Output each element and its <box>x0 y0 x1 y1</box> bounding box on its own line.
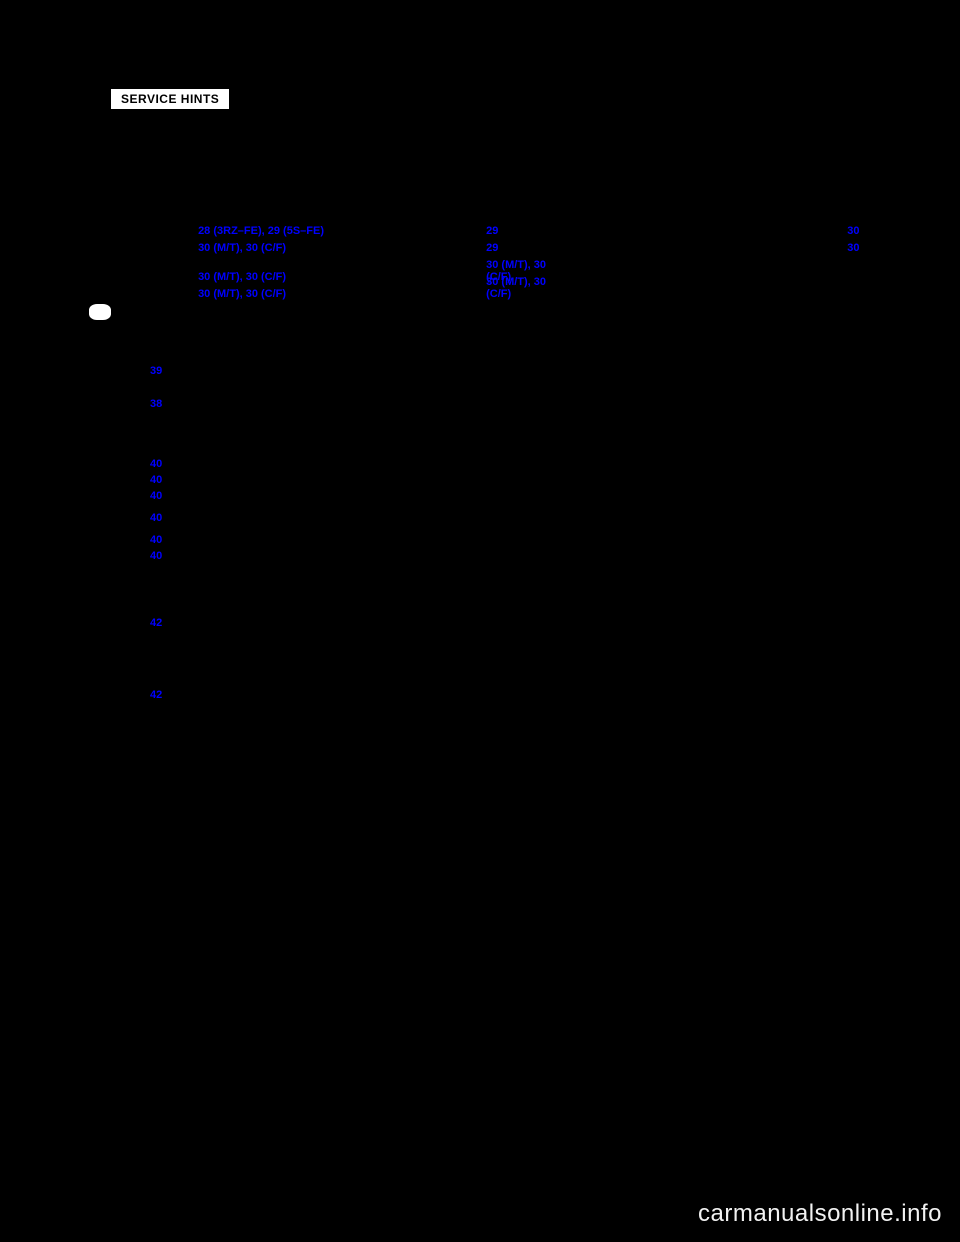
badge-label: SERVICE HINTS <box>121 92 219 106</box>
page-ref-link[interactable]: 30 <box>847 242 867 254</box>
page-num-link[interactable]: 40 <box>150 490 162 502</box>
page-num-link[interactable]: 40 <box>150 534 162 546</box>
section-oval-icon <box>87 302 113 322</box>
page-ref-link[interactable]: 29 <box>486 242 571 254</box>
page-ref-row: 30 (M/T), 30 (C/F) 30 (M/T), 30 (C/F) <box>110 259 867 276</box>
manual-page: SERVICE HINTS 28 (3RZ–FE), 29 (5S–FE) 29… <box>0 0 960 1242</box>
page-num-link[interactable]: 40 <box>150 550 162 562</box>
page-number-column: 39 38 40 40 40 40 40 40 42 42 <box>150 365 162 701</box>
page-num-link[interactable]: 42 <box>150 617 162 629</box>
page-reference-block: 28 (3RZ–FE), 29 (5S–FE) 29 30 30 (M/T), … <box>110 225 867 293</box>
page-ref-link[interactable]: 29 <box>486 225 571 237</box>
page-ref-link[interactable]: 30 <box>847 225 867 237</box>
page-num-link[interactable]: 38 <box>150 398 162 410</box>
page-ref-link[interactable]: 30 (M/T), 30 (C/F) <box>198 288 483 300</box>
page-ref-link[interactable]: 28 (3RZ–FE), 29 (5S–FE) <box>198 225 483 237</box>
page-ref-link[interactable]: 30 (M/T), 30 (C/F) <box>486 276 571 300</box>
page-num-link[interactable]: 39 <box>150 365 162 377</box>
page-num-link[interactable]: 40 <box>150 512 162 524</box>
page-num-link[interactable]: 42 <box>150 689 162 701</box>
page-ref-row: 30 (M/T), 30 (C/F) 29 30 <box>110 242 867 259</box>
watermark-text: carmanualsonline.info <box>698 1200 942 1228</box>
page-num-link[interactable]: 40 <box>150 458 162 470</box>
service-hints-badge: SERVICE HINTS <box>110 88 230 110</box>
page-ref-row: 28 (3RZ–FE), 29 (5S–FE) 29 30 <box>110 225 867 242</box>
page-ref-row: 30 (M/T), 30 (C/F) 30 (M/T), 30 (C/F) <box>110 276 867 293</box>
page-ref-link[interactable]: 30 (M/T), 30 (C/F) <box>198 242 483 254</box>
page-num-link[interactable]: 40 <box>150 474 162 486</box>
